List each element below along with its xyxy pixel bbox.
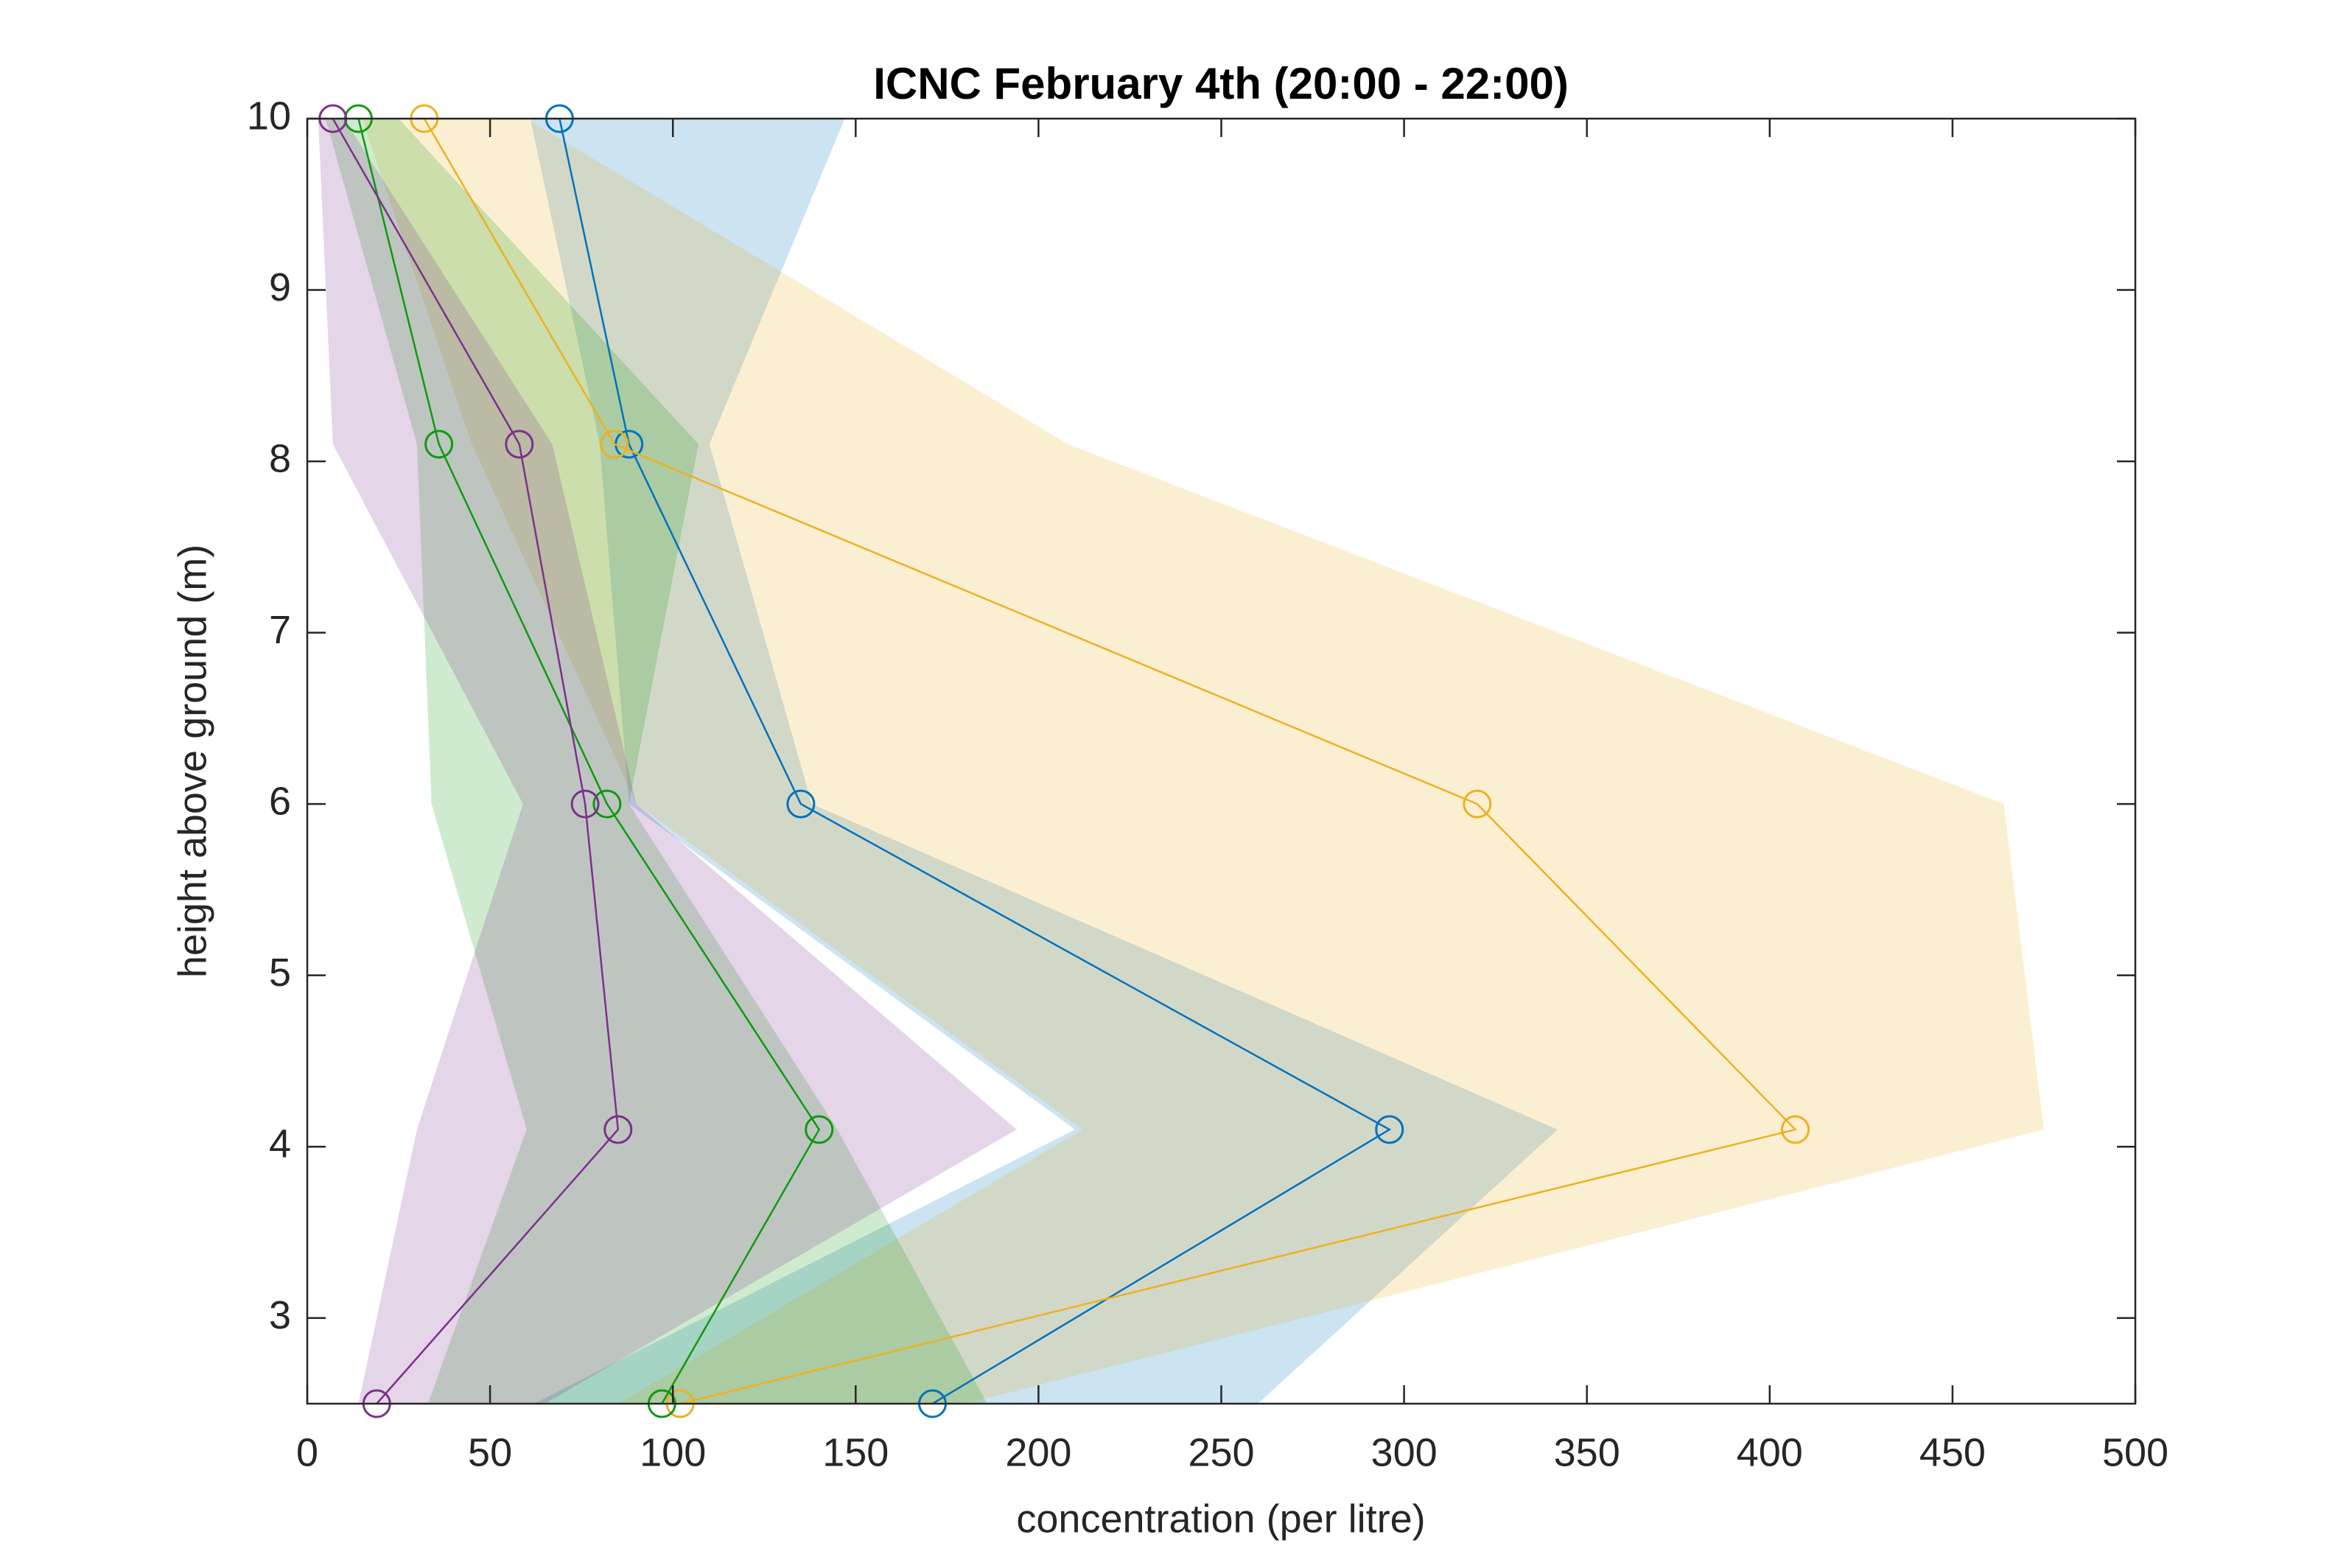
x-tick-label: 500 (2102, 1430, 2168, 1474)
error-band (530, 119, 1558, 1404)
x-tick-label: 100 (640, 1430, 706, 1474)
y-axis-label: height above ground (m) (170, 545, 214, 978)
error-band (318, 119, 1017, 1404)
x-tick-label: 50 (468, 1430, 512, 1474)
x-tick-label: 300 (1371, 1430, 1438, 1474)
y-tick-label: 3 (269, 1293, 291, 1337)
x-tick-label: 0 (296, 1430, 318, 1474)
point-marker (1463, 789, 1492, 819)
y-tick-label: 8 (269, 436, 291, 480)
x-tick-label: 400 (1737, 1430, 1803, 1474)
error-band (325, 119, 987, 1404)
point-marker (600, 430, 629, 459)
y-tick-label: 5 (269, 951, 291, 995)
x-tick-label: 150 (822, 1430, 889, 1474)
error-band (362, 119, 2044, 1404)
x-tick-label: 350 (1554, 1430, 1620, 1474)
x-tick-label: 200 (1005, 1430, 1071, 1474)
point-marker (505, 430, 534, 459)
y-tick-label: 7 (269, 608, 291, 652)
y-tick-label: 6 (269, 779, 291, 823)
series-line (357, 118, 821, 1404)
point-marker (603, 1115, 633, 1144)
point-marker (570, 789, 600, 819)
series-line (423, 118, 1797, 1405)
point-marker (1781, 1115, 1810, 1144)
point-marker (424, 430, 454, 459)
point-marker (786, 789, 816, 819)
x-tick-label: 450 (1919, 1430, 1986, 1474)
y-tick-label: 4 (269, 1121, 291, 1166)
y-tick-label: 10 (247, 94, 291, 138)
x-axis-label: concentration (per litre) (1016, 1497, 1425, 1541)
chart-title: ICNC February 4th (20:00 - 22:00) (873, 59, 1569, 108)
point-marker (592, 789, 622, 819)
series-line (332, 118, 620, 1404)
point-marker (805, 1115, 834, 1144)
series-line (559, 118, 1392, 1405)
y-tick-label: 9 (269, 265, 291, 309)
x-tick-label: 250 (1188, 1430, 1254, 1474)
point-marker (1375, 1115, 1404, 1144)
